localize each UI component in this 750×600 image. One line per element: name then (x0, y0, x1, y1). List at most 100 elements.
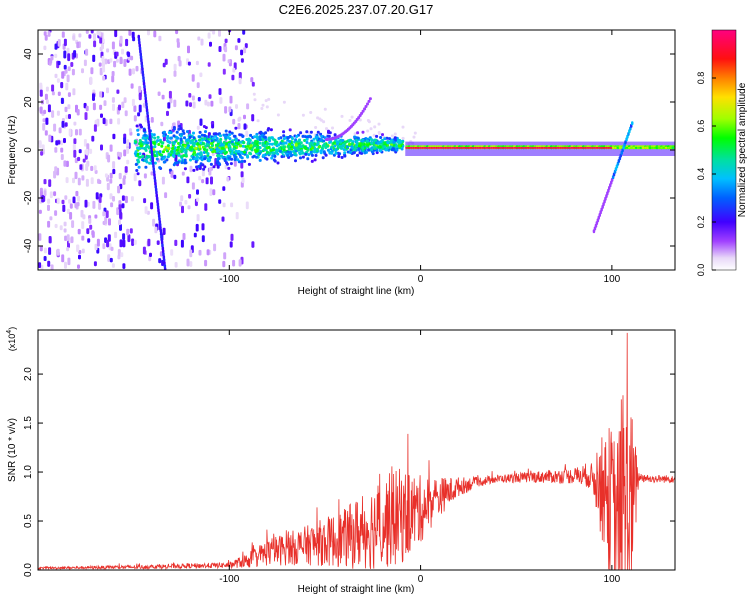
heatmap-cell (131, 98, 135, 107)
heatmap-cell (93, 165, 97, 171)
heatmap-cell (253, 135, 256, 139)
heatmap-cell (348, 151, 352, 154)
heatmap-cell (73, 121, 77, 126)
heatmap-cell (126, 147, 130, 154)
heatmap-cell (158, 166, 162, 170)
heatmap-cell (255, 132, 259, 136)
heatmap-cell (64, 106, 68, 113)
heatmap-cell (202, 142, 206, 146)
heatmap-cell (423, 146, 427, 149)
heatmap-cell (657, 146, 661, 149)
heatmap-cell (294, 143, 298, 147)
heatmap-cell (251, 81, 255, 87)
heatmap-cell (289, 151, 293, 155)
heatmap-cell (301, 134, 305, 138)
heatmap-cell (324, 146, 328, 150)
heatmap-cell (109, 172, 113, 179)
spectrogram-x-ticks: -100 0 100 (219, 30, 621, 285)
heatmap-cell (63, 228, 67, 233)
heatmap-cell (214, 134, 218, 138)
heatmap-cell (160, 234, 163, 239)
heatmap-cell (224, 145, 228, 149)
heatmap-cell (148, 131, 151, 136)
heatmap-cell (258, 138, 262, 142)
heatmap-cell (204, 259, 208, 267)
heatmap-cell (301, 113, 305, 117)
heatmap-cell (428, 146, 432, 149)
heatmap-cell (162, 62, 166, 68)
heatmap-cell (117, 249, 121, 257)
heatmap-cell (314, 136, 318, 140)
heatmap-cell (660, 146, 664, 149)
heatmap-cell (375, 148, 379, 152)
heatmap-cell (239, 144, 242, 148)
heatmap-cell (197, 36, 201, 41)
heatmap-cell (401, 136, 405, 140)
heatmap-cell (242, 140, 245, 144)
heatmap-cell (40, 151, 44, 156)
heatmap-cell (177, 55, 181, 62)
heatmap-cell (178, 60, 182, 67)
heatmap-cell (207, 32, 211, 39)
heatmap-cell (147, 155, 151, 158)
heatmap-cell (357, 144, 361, 148)
heatmap-cell (409, 146, 413, 149)
heatmap-cell (204, 203, 208, 211)
heatmap-cell (538, 146, 542, 149)
heatmap-cell (547, 146, 551, 149)
heatmap-cell (327, 129, 330, 133)
heatmap-cell (175, 130, 179, 134)
heatmap-cell (121, 195, 125, 201)
heatmap-cell (345, 140, 348, 144)
heatmap-cell (389, 139, 393, 143)
heatmap-cell (639, 146, 643, 149)
heatmap-cell (277, 147, 281, 151)
heatmap-cell (588, 146, 592, 149)
heatmap-cell (586, 146, 590, 149)
heatmap-cell (85, 30, 89, 34)
heatmap-cell (407, 146, 411, 149)
heatmap-cell (319, 138, 323, 142)
heatmap-cell (300, 149, 304, 153)
heatmap-cell (205, 142, 209, 146)
heatmap-cell (262, 148, 266, 152)
heatmap-cell (227, 144, 231, 148)
heatmap-cell (265, 157, 269, 161)
heatmap-cell (156, 199, 159, 204)
heatmap-cell (99, 67, 103, 76)
heatmap-cell (84, 112, 88, 120)
heatmap-cell (414, 146, 418, 149)
heatmap-cell (355, 140, 359, 144)
heatmap-cell (381, 133, 384, 137)
heatmap-cell (48, 179, 52, 187)
heatmap-cell (106, 182, 110, 191)
heatmap-cell (277, 137, 281, 140)
heatmap-cell (143, 87, 146, 92)
heatmap-cell (233, 134, 237, 138)
heatmap-cell (248, 138, 252, 142)
heatmap-cell (324, 153, 328, 157)
heatmap-cell (93, 124, 97, 132)
heatmap-cell (65, 177, 69, 184)
heatmap-cell (115, 51, 119, 57)
heatmap-cell (316, 147, 319, 151)
heatmap-cell (201, 138, 204, 142)
colorbar-tick-label: 0.2 (696, 216, 706, 229)
heatmap-cell (600, 146, 604, 149)
heatmap-cell (250, 77, 254, 83)
y-tick-label: 1.5 (23, 416, 34, 430)
heatmap-cell (67, 66, 71, 72)
heatmap-cell (72, 143, 76, 151)
heatmap-cell (322, 150, 326, 154)
heatmap-cell (303, 135, 307, 139)
heatmap-cell (333, 144, 337, 148)
heatmap-cell (224, 106, 228, 114)
heatmap-cell (119, 56, 123, 65)
heatmap-cell (138, 93, 142, 101)
heatmap-cell (139, 52, 142, 57)
heatmap-cell (267, 97, 271, 101)
heatmap-cell (53, 170, 57, 179)
heatmap-cell (168, 90, 172, 99)
heatmap-cell (238, 72, 242, 80)
heatmap-cell (148, 161, 152, 165)
